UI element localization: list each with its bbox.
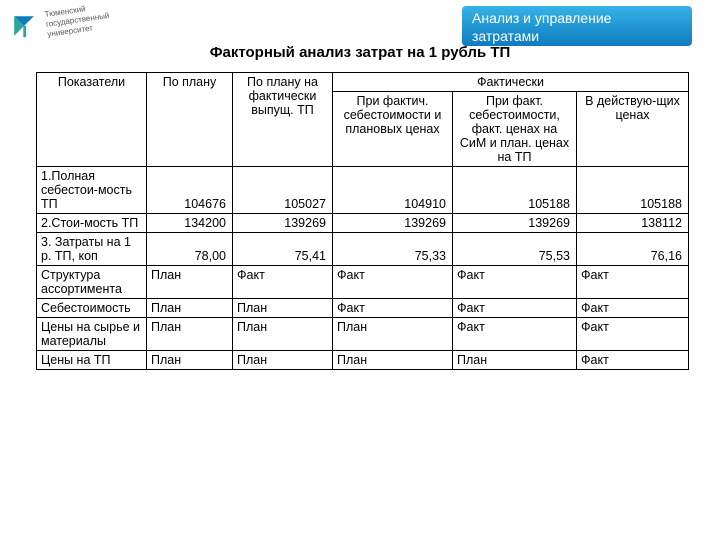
- section-banner: Анализ и управление затратами: [462, 6, 692, 46]
- table-row: 2.Стои-мость ТП1342001392691392691392691…: [37, 214, 689, 233]
- cell: 75,33: [333, 233, 453, 266]
- cell: 105027: [233, 167, 333, 214]
- row-label: Цены на сырье и материалы: [37, 318, 147, 351]
- row-label: Структура ассортимента: [37, 266, 147, 299]
- cell: 139269: [233, 214, 333, 233]
- cell: Факт: [333, 266, 453, 299]
- cell: 139269: [453, 214, 577, 233]
- th-po-planu: По плану: [147, 73, 233, 167]
- cell: Факт: [333, 299, 453, 318]
- th-sub2: При факт. себестоимости, факт. ценах на …: [453, 92, 577, 167]
- table-wrap: Показатели По плану По плану на фактичес…: [36, 72, 688, 370]
- cell: Факт: [577, 351, 689, 370]
- table-head: Показатели По плану По плану на фактичес…: [37, 73, 689, 167]
- table-body: 1.Полная себестои-мость ТП10467610502710…: [37, 167, 689, 370]
- cell: План: [147, 266, 233, 299]
- cell: План: [147, 299, 233, 318]
- cell: 139269: [333, 214, 453, 233]
- row-label: 2.Стои-мость ТП: [37, 214, 147, 233]
- th-sub3: В действую-щих ценах: [577, 92, 689, 167]
- cell: 134200: [147, 214, 233, 233]
- table-row: Структура ассортиментаПланФактФактФактФа…: [37, 266, 689, 299]
- row-label: Себестоимость: [37, 299, 147, 318]
- cell: 138112: [577, 214, 689, 233]
- logo-text: Тюменский государственный университет: [44, 1, 111, 40]
- cell: Факт: [453, 266, 577, 299]
- cell: План: [233, 318, 333, 351]
- th-sub1: При фактич. себестоимости и плановых цен…: [333, 92, 453, 167]
- cell: 104676: [147, 167, 233, 214]
- cell: Факт: [577, 266, 689, 299]
- cell: План: [333, 318, 453, 351]
- page-title: Факторный анализ затрат на 1 рубль ТП: [0, 44, 720, 61]
- table-row: Цены на ТППланПланПланПланФакт: [37, 351, 689, 370]
- cell: Факт: [577, 318, 689, 351]
- cell: Факт: [453, 318, 577, 351]
- cell: Факт: [233, 266, 333, 299]
- cell: План: [233, 351, 333, 370]
- cell: План: [147, 351, 233, 370]
- row-label: Цены на ТП: [37, 351, 147, 370]
- th-pokazateli: Показатели: [37, 73, 147, 167]
- cell: 76,16: [577, 233, 689, 266]
- cell: План: [333, 351, 453, 370]
- cell: План: [453, 351, 577, 370]
- logo-icon: [10, 12, 38, 40]
- cell: 105188: [453, 167, 577, 214]
- cell: 75,41: [233, 233, 333, 266]
- cell: 78,00: [147, 233, 233, 266]
- cell: План: [147, 318, 233, 351]
- cell: 104910: [333, 167, 453, 214]
- th-po-planu-fakt: По плану на фактически выпущ. ТП: [233, 73, 333, 167]
- row-label: 3. Затраты на 1 р. ТП, коп: [37, 233, 147, 266]
- row-label: 1.Полная себестои-мость ТП: [37, 167, 147, 214]
- cell: План: [233, 299, 333, 318]
- table-row: Цены на сырье и материалыПланПланПланФак…: [37, 318, 689, 351]
- table-row: 3. Затраты на 1 р. ТП, коп78,0075,4175,3…: [37, 233, 689, 266]
- cell: Факт: [577, 299, 689, 318]
- logo-block: Тюменский государственный университет: [10, 6, 130, 46]
- cell: 105188: [577, 167, 689, 214]
- cell: Факт: [453, 299, 577, 318]
- th-fakticheski: Фактически: [333, 73, 689, 92]
- table-row: СебестоимостьПланПланФактФактФакт: [37, 299, 689, 318]
- factor-table: Показатели По плану По плану на фактичес…: [36, 72, 689, 370]
- cell: 75,53: [453, 233, 577, 266]
- table-row: 1.Полная себестои-мость ТП10467610502710…: [37, 167, 689, 214]
- banner-text: Анализ и управление затратами: [472, 10, 611, 44]
